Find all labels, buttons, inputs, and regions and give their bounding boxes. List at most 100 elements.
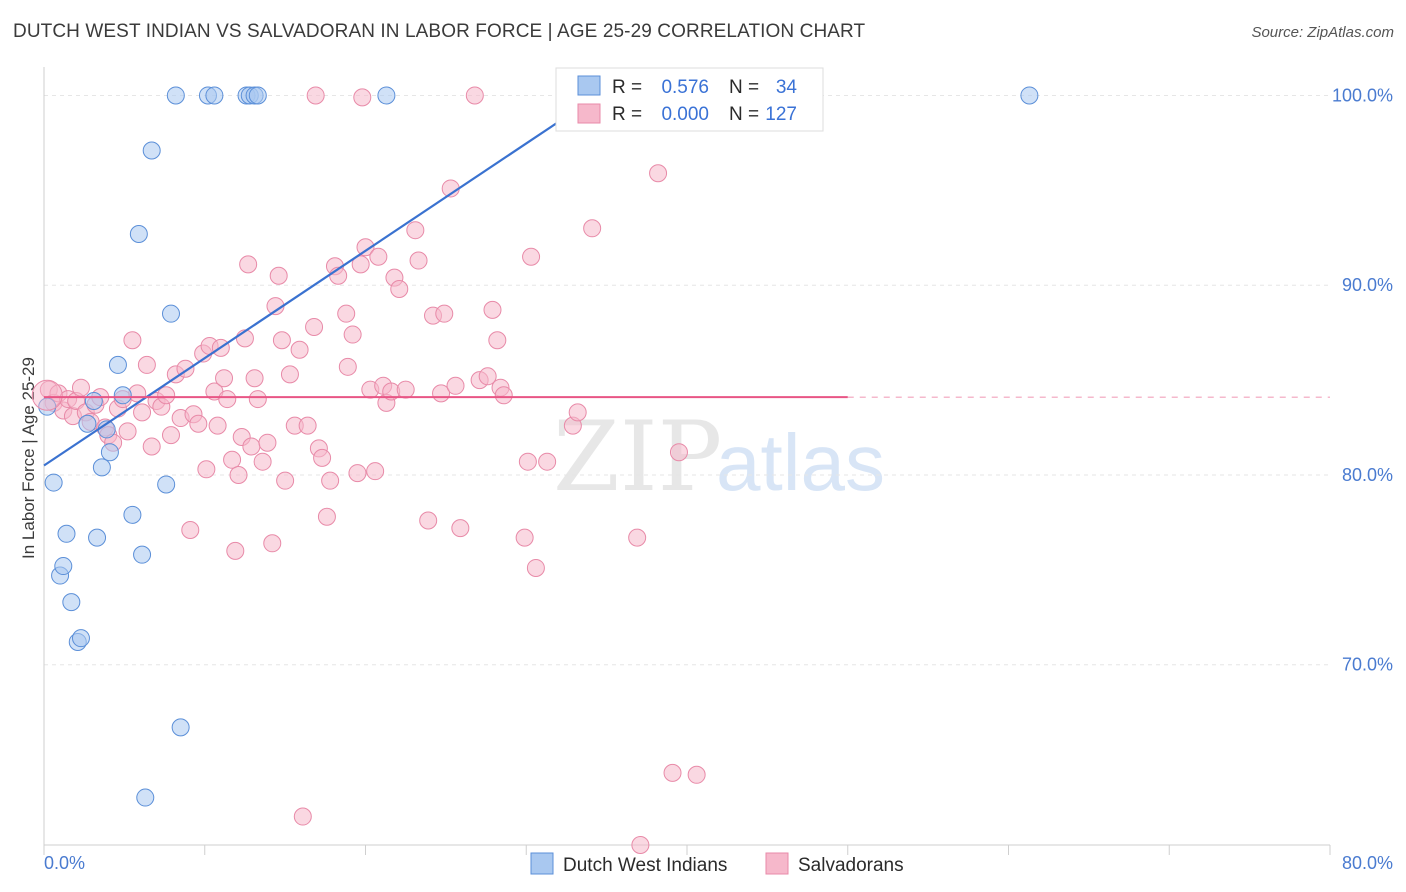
salvadoran-cluster-point bbox=[31, 379, 63, 411]
salvadoran-point-57 bbox=[280, 365, 299, 384]
dutch-west-indian-point-26 bbox=[205, 86, 224, 105]
legend-r-value-2: 0.000 bbox=[661, 104, 709, 125]
x-tick-label-max: 80.0% bbox=[1342, 853, 1393, 873]
legend-r-label-2: R = bbox=[612, 104, 642, 125]
salvadoran-point-48 bbox=[245, 369, 264, 388]
grid bbox=[44, 94, 1330, 666]
salvadoran-point-114 bbox=[353, 88, 372, 107]
dutch-west-indian-point-24 bbox=[171, 718, 190, 737]
salvadoran-point-73 bbox=[351, 255, 370, 274]
salvadoran-point-97 bbox=[488, 331, 507, 350]
dutch-west-indian-point-9 bbox=[84, 391, 103, 410]
salvadoran-point-77 bbox=[369, 247, 388, 266]
dutch-west-indian-point-15 bbox=[113, 386, 132, 405]
salvadoran-point-39 bbox=[215, 369, 234, 388]
dutch-west-indian-trend-line bbox=[43, 88, 608, 467]
salvadoran-point-86 bbox=[419, 511, 438, 530]
dutch-west-indian-point-17 bbox=[129, 224, 148, 243]
dutch-west-indian-point-13 bbox=[100, 443, 119, 462]
salvadoran-point-109 bbox=[649, 164, 668, 183]
salvadoran-point-7 bbox=[71, 378, 90, 397]
salvadoran-point-64 bbox=[313, 448, 332, 467]
salvadoran-point-95 bbox=[478, 367, 497, 386]
bottom-legend-swatch-salvadoran[interactable] bbox=[765, 852, 789, 875]
dutch-west-indian-point-33 bbox=[1020, 86, 1039, 105]
bottom-legend-label-salvadoran[interactable]: Salvadorans bbox=[798, 855, 904, 876]
y-tick-label-70: 70.0% bbox=[1342, 655, 1393, 675]
salvadoran-point-55 bbox=[272, 331, 291, 350]
y-axis-label: In Labor Force | Age 25-29 bbox=[19, 357, 38, 559]
salvadoran-point-69 bbox=[337, 304, 356, 323]
dutch-west-indian-point-1 bbox=[44, 473, 63, 492]
salvadoran-point-85 bbox=[409, 251, 428, 270]
salvadoran-point-93 bbox=[465, 86, 484, 105]
salvadoran-point-21 bbox=[137, 355, 156, 374]
dutch-west-indian-point-20 bbox=[142, 141, 161, 160]
dutch-west-indian-point-10 bbox=[88, 528, 107, 547]
salvadoran-point-103 bbox=[526, 558, 545, 577]
salvadoran-point-40 bbox=[218, 390, 237, 409]
salvadoran-point-60 bbox=[293, 807, 312, 826]
dutch-west-indian-point-4 bbox=[57, 524, 76, 543]
dutch-west-indian-point-18 bbox=[133, 545, 152, 564]
salvadoran-point-99 bbox=[494, 386, 513, 405]
salvadoran-point-108 bbox=[631, 836, 650, 854]
salvadoran-point-65 bbox=[317, 507, 336, 526]
salvadoran-point-17 bbox=[118, 422, 137, 441]
legend-n-value-1: 34 bbox=[776, 77, 798, 98]
dutch-west-indian-point-21 bbox=[157, 475, 176, 494]
correlation-legend: R = 0.576 N = 34 R = 0.000 N = 127 bbox=[555, 67, 824, 132]
salvadoran-point-54 bbox=[269, 266, 288, 285]
dutch-west-indian-point-8 bbox=[78, 414, 97, 433]
salvadoran-point-100 bbox=[515, 528, 534, 547]
salvadoran-point-61 bbox=[298, 416, 317, 435]
dutch-west-indian-point-31 bbox=[377, 86, 396, 105]
salvadoran-point-72 bbox=[348, 464, 367, 483]
dutch-west-indian-point-23 bbox=[166, 86, 185, 105]
dutch-west-indian-point-3 bbox=[54, 557, 73, 576]
x-tick-label-min: 0.0% bbox=[44, 853, 85, 873]
y-tick-label-100: 100.0% bbox=[1332, 85, 1393, 105]
y-tick-label-80: 80.0% bbox=[1342, 465, 1393, 485]
salvadoran-point-112 bbox=[687, 765, 706, 784]
salvadoran-point-47 bbox=[242, 437, 261, 456]
salvadoran-point-82 bbox=[390, 280, 409, 299]
salvadoran-point-70 bbox=[338, 357, 357, 376]
dutch-west-indian-point-16 bbox=[123, 505, 142, 524]
salvadoran-point-71 bbox=[343, 325, 362, 344]
x-ticks bbox=[43, 845, 1331, 855]
salvadoran-point-22 bbox=[142, 437, 161, 456]
dutch-west-indian-point-11 bbox=[92, 458, 111, 477]
legend-swatch-dutch bbox=[577, 75, 601, 96]
salvadoran-point-110 bbox=[663, 763, 682, 782]
legend-n-label-1: N = bbox=[729, 77, 759, 98]
bottom-legend-label-dutch[interactable]: Dutch West Indians bbox=[563, 855, 727, 876]
legend-r-value-1: 0.576 bbox=[661, 77, 709, 98]
salvadoran-point-37 bbox=[208, 416, 227, 435]
salvadoran-point-42 bbox=[226, 541, 245, 560]
salvadoran-point-96 bbox=[483, 300, 502, 319]
bottom-legend-swatch-dutch[interactable] bbox=[530, 852, 554, 875]
salvadoran-point-56 bbox=[276, 471, 295, 490]
dutch-west-indian-point-30 bbox=[248, 86, 267, 105]
points bbox=[31, 86, 1039, 854]
salvadoran-point-25 bbox=[157, 386, 176, 405]
salvadoran-point-66 bbox=[321, 471, 340, 490]
salvadoran-point-30 bbox=[181, 521, 200, 540]
salvadoran-point-92 bbox=[451, 519, 470, 538]
dutch-west-indian-point-22 bbox=[161, 304, 180, 323]
dutch-west-indian-point-7 bbox=[71, 629, 90, 648]
salvadoran-point-34 bbox=[197, 460, 216, 479]
salvadoran-point-102 bbox=[522, 247, 541, 266]
legend-n-label-2: N = bbox=[729, 104, 759, 125]
salvadoran-point-106 bbox=[568, 403, 587, 422]
salvadoran-point-115 bbox=[306, 86, 325, 105]
salvadoran-point-50 bbox=[253, 452, 272, 471]
salvadoran-point-83 bbox=[396, 380, 415, 399]
trend-lines bbox=[43, 88, 1330, 467]
dutch-west-indian-point-19 bbox=[136, 788, 155, 807]
salvadoran-point-51 bbox=[258, 433, 277, 452]
salvadoran-point-76 bbox=[366, 462, 385, 481]
dutch-west-indian-point-14 bbox=[108, 355, 127, 374]
